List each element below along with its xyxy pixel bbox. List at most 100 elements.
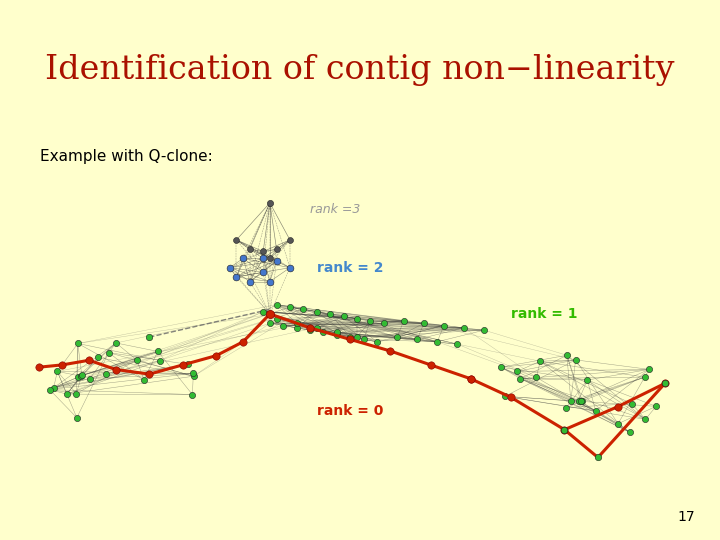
Point <box>71 414 83 422</box>
Point <box>271 314 282 323</box>
Point <box>244 277 256 286</box>
Point <box>57 361 68 369</box>
Point <box>351 333 363 341</box>
Point <box>465 374 477 383</box>
Point <box>258 247 269 256</box>
Point <box>264 319 276 328</box>
Point <box>338 312 349 321</box>
Point <box>154 356 166 365</box>
Point <box>392 333 403 341</box>
Point <box>224 264 235 272</box>
Text: Identification of contig non−linearity: Identification of contig non−linearity <box>45 54 675 86</box>
Point <box>71 389 82 398</box>
Point <box>650 402 662 411</box>
Point <box>660 379 671 388</box>
Point <box>238 338 249 346</box>
Point <box>431 338 443 346</box>
Text: Example with Q-clone:: Example with Q-clone: <box>40 148 212 164</box>
Point <box>61 390 73 399</box>
Point <box>372 338 383 346</box>
Point <box>358 335 369 344</box>
Point <box>52 367 63 376</box>
Text: rank = 2: rank = 2 <box>317 261 383 275</box>
Point <box>465 374 477 383</box>
Point <box>183 360 194 369</box>
Point <box>505 393 517 402</box>
Point <box>238 254 249 263</box>
Point <box>230 273 242 281</box>
Point <box>364 316 376 325</box>
Point <box>291 323 302 332</box>
Point <box>593 453 604 462</box>
Point <box>138 375 150 384</box>
Point <box>626 399 637 408</box>
Point <box>110 339 122 347</box>
Point <box>378 319 390 328</box>
Point <box>110 365 122 374</box>
Point <box>559 426 570 434</box>
Point <box>325 309 336 318</box>
Point <box>451 340 463 348</box>
Point <box>570 355 581 364</box>
Point <box>186 390 198 399</box>
Point <box>425 361 436 369</box>
Point <box>438 321 450 330</box>
Point <box>582 376 593 384</box>
Point <box>644 365 655 374</box>
Point <box>590 407 601 415</box>
Point <box>291 319 302 328</box>
Point <box>92 353 104 362</box>
Point <box>398 316 410 325</box>
Point <box>612 402 624 411</box>
Point <box>210 352 222 360</box>
Point <box>351 314 363 323</box>
Point <box>411 335 423 344</box>
Point <box>660 379 671 388</box>
Point <box>271 300 282 309</box>
Point <box>75 372 86 380</box>
Point <box>331 330 343 339</box>
Point <box>305 323 316 332</box>
Point <box>100 370 112 379</box>
Point <box>48 383 60 392</box>
Point <box>84 356 95 364</box>
Point <box>534 357 546 366</box>
Point <box>103 348 114 357</box>
Point <box>331 328 343 337</box>
Point <box>624 428 636 437</box>
Point <box>344 333 356 341</box>
Point <box>515 374 526 383</box>
Point <box>143 370 155 379</box>
Point <box>76 371 88 380</box>
Point <box>511 367 523 376</box>
Point <box>143 333 155 341</box>
Point <box>565 396 577 405</box>
Point <box>575 397 587 406</box>
Point <box>639 373 650 381</box>
Point <box>72 339 84 348</box>
Point <box>271 256 282 265</box>
Text: rank =3: rank =3 <box>310 204 361 217</box>
Point <box>188 372 199 381</box>
Point <box>244 245 256 253</box>
Point <box>258 268 269 276</box>
Text: rank = 0: rank = 0 <box>317 404 383 418</box>
Point <box>318 328 329 337</box>
Point <box>271 245 282 253</box>
Point <box>284 264 296 272</box>
Text: rank = 1: rank = 1 <box>511 307 577 321</box>
Point <box>559 426 570 434</box>
Point <box>499 392 510 401</box>
Point <box>230 235 242 244</box>
Point <box>561 403 572 412</box>
Point <box>344 335 356 344</box>
Point <box>264 254 276 263</box>
Point <box>639 415 651 424</box>
Point <box>384 347 396 355</box>
Point <box>577 396 588 405</box>
Point <box>72 372 84 381</box>
Point <box>612 420 624 428</box>
Point <box>264 309 276 318</box>
Point <box>561 351 572 360</box>
Point <box>495 363 507 372</box>
